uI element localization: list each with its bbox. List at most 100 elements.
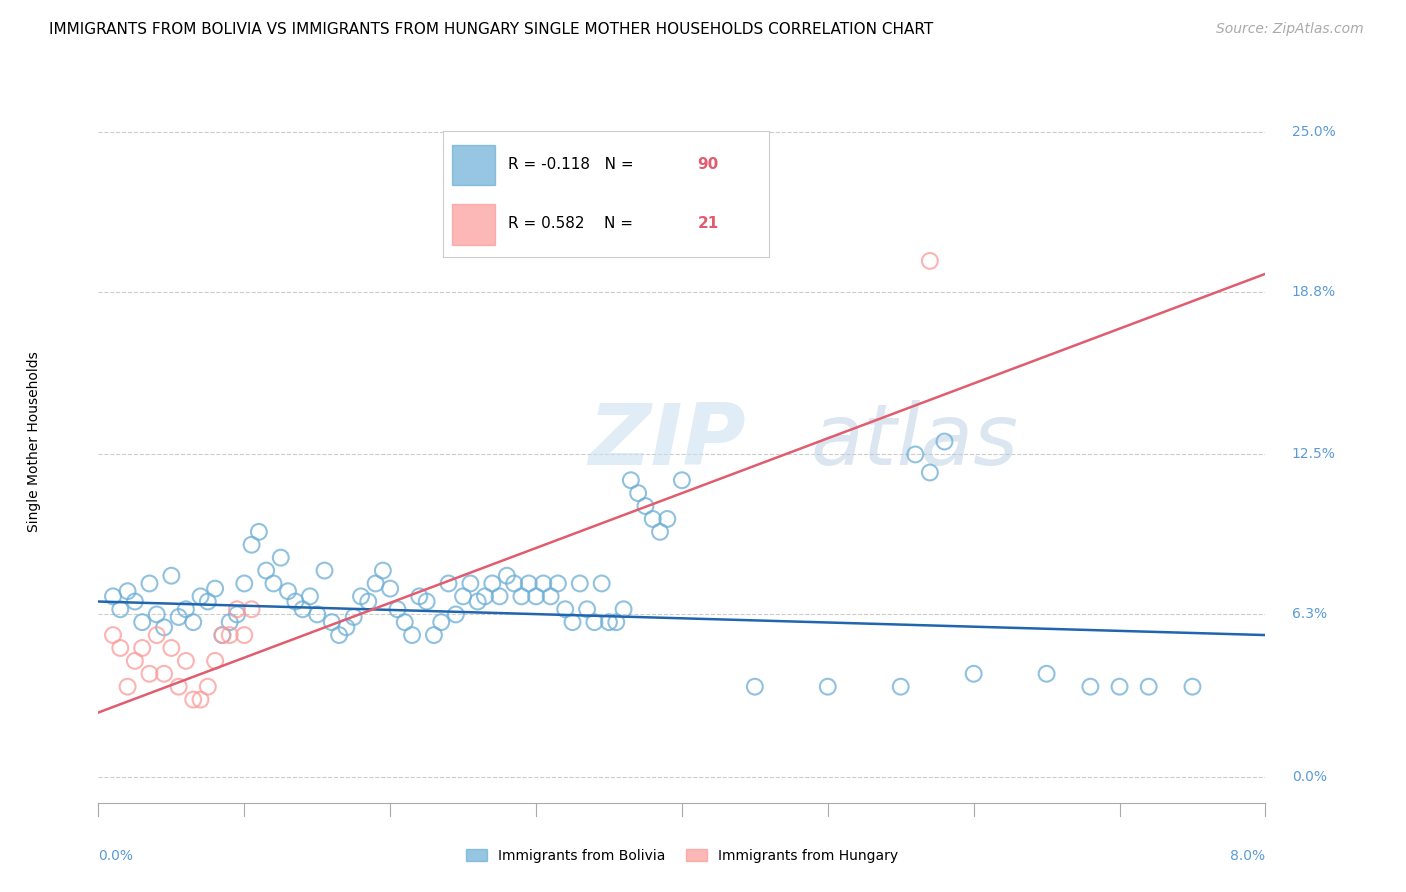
Point: [1181, 680, 1204, 694]
Point: [401, 628, 423, 642]
Point: [554, 602, 576, 616]
Point: [240, 602, 263, 616]
Point: [174, 654, 197, 668]
Text: 6.3%: 6.3%: [1292, 607, 1327, 622]
Point: [350, 590, 373, 604]
Point: [605, 615, 627, 630]
Point: [657, 512, 679, 526]
Point: [460, 576, 482, 591]
Point: [328, 628, 350, 642]
Point: [817, 680, 839, 694]
Point: [321, 615, 343, 630]
Point: [233, 576, 256, 591]
Point: [547, 576, 569, 591]
Point: [620, 473, 643, 487]
Point: [451, 590, 474, 604]
Point: [430, 615, 453, 630]
Text: Single Mother Households: Single Mother Households: [27, 351, 41, 532]
Point: [904, 447, 927, 461]
Point: [167, 680, 190, 694]
Point: [568, 576, 591, 591]
Point: [226, 607, 249, 622]
Point: [627, 486, 650, 500]
Point: [138, 576, 160, 591]
Point: [641, 512, 664, 526]
Point: [962, 666, 984, 681]
Text: 25.0%: 25.0%: [1292, 125, 1336, 139]
Point: [335, 620, 357, 634]
Point: [218, 628, 240, 642]
Point: [387, 602, 409, 616]
Point: [153, 666, 176, 681]
Point: [524, 590, 547, 604]
Point: [503, 576, 526, 591]
Point: [181, 692, 204, 706]
Point: [226, 602, 249, 616]
Point: [110, 640, 132, 655]
Point: [298, 590, 321, 604]
Point: [204, 582, 226, 596]
Point: [211, 628, 233, 642]
Text: 0.0%: 0.0%: [1292, 770, 1327, 784]
Point: [634, 499, 657, 513]
Point: [540, 590, 562, 604]
Point: [138, 666, 160, 681]
Point: [262, 576, 284, 591]
Point: [101, 628, 124, 642]
Point: [247, 524, 270, 539]
Point: [117, 680, 139, 694]
Text: 0.0%: 0.0%: [98, 849, 134, 863]
Point: [510, 590, 533, 604]
Point: [467, 594, 489, 608]
Point: [591, 576, 613, 591]
Point: [496, 568, 519, 582]
Point: [576, 602, 599, 616]
Point: [167, 610, 190, 624]
Point: [364, 576, 387, 591]
Point: [124, 594, 146, 608]
Point: [101, 590, 124, 604]
Point: [531, 576, 554, 591]
Point: [394, 615, 416, 630]
Text: 18.8%: 18.8%: [1292, 285, 1336, 299]
Point: [270, 550, 292, 565]
Point: [160, 640, 183, 655]
Point: [124, 654, 146, 668]
Point: [110, 602, 132, 616]
Point: [146, 628, 169, 642]
Point: [190, 590, 212, 604]
Text: IMMIGRANTS FROM BOLIVIA VS IMMIGRANTS FROM HUNGARY SINGLE MOTHER HOUSEHOLDS CORR: IMMIGRANTS FROM BOLIVIA VS IMMIGRANTS FR…: [49, 22, 934, 37]
Point: [890, 680, 912, 694]
Point: [583, 615, 606, 630]
Point: [561, 615, 583, 630]
Point: [1035, 666, 1057, 681]
Point: [671, 473, 693, 487]
Point: [918, 254, 941, 268]
Point: [160, 568, 183, 582]
Text: 12.5%: 12.5%: [1292, 448, 1336, 461]
Point: [1108, 680, 1130, 694]
Point: [204, 654, 226, 668]
Point: [918, 466, 941, 480]
Point: [314, 564, 336, 578]
Text: ZIP: ZIP: [589, 400, 747, 483]
Point: [197, 680, 219, 694]
Point: [598, 615, 620, 630]
Point: [744, 680, 766, 694]
Point: [307, 607, 329, 622]
Legend: Immigrants from Bolivia, Immigrants from Hungary: Immigrants from Bolivia, Immigrants from…: [460, 843, 904, 868]
Point: [153, 620, 176, 634]
Point: [190, 692, 212, 706]
Point: [415, 594, 437, 608]
Point: [211, 628, 233, 642]
Point: [284, 594, 307, 608]
Point: [181, 615, 204, 630]
Point: [474, 590, 496, 604]
Point: [437, 576, 460, 591]
Text: Source: ZipAtlas.com: Source: ZipAtlas.com: [1216, 22, 1364, 37]
Point: [233, 628, 256, 642]
Point: [277, 584, 299, 599]
Point: [934, 434, 956, 449]
Point: [131, 615, 153, 630]
Point: [357, 594, 380, 608]
